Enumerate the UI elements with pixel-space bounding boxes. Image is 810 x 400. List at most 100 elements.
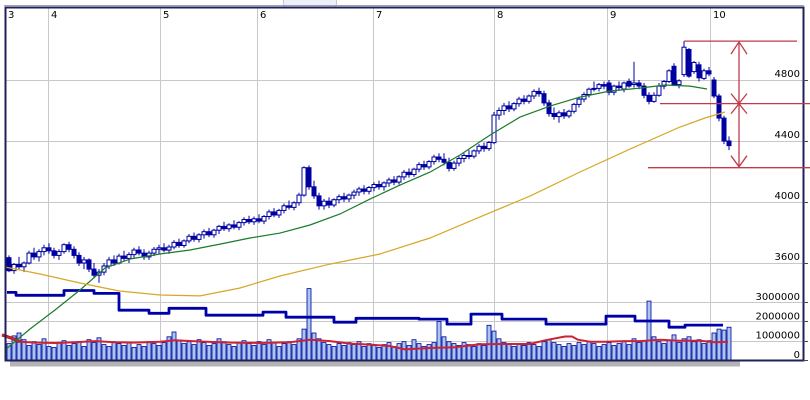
candle-down [306, 167, 312, 188]
candle-down [311, 186, 317, 197]
volume-bar [576, 342, 582, 361]
volume-bar [81, 346, 87, 361]
candle-up [681, 46, 687, 76]
candle-up [131, 249, 137, 256]
candle-up [281, 205, 287, 211]
volume-bar [156, 345, 162, 361]
volume-bar [516, 343, 522, 361]
candle-up [181, 240, 187, 246]
volume-bar [126, 342, 132, 361]
candle-up [691, 62, 697, 73]
candle-up [621, 82, 627, 90]
volume-bar [416, 343, 422, 361]
candle-down [326, 200, 332, 206]
candle-up [496, 110, 502, 116]
candle-down [31, 252, 37, 258]
volume-bar [696, 339, 702, 361]
volume-bar [161, 342, 167, 361]
volume-bar [286, 341, 292, 361]
volume-bar [376, 347, 382, 361]
volume-bar [306, 288, 312, 361]
price-label: 4800 [775, 69, 800, 80]
volume-bar [391, 346, 397, 361]
volume-bar [331, 346, 337, 361]
volume-bar [191, 344, 197, 361]
volume-bar [211, 343, 217, 361]
month-label: 8 [497, 10, 503, 21]
volume-bar [281, 343, 287, 361]
volume-bar [141, 346, 147, 361]
arrowhead-up-mid [730, 102, 748, 115]
volume-bar [261, 344, 267, 361]
candle-down [121, 255, 127, 259]
volume-bar [71, 343, 77, 361]
candle-down [6, 257, 12, 272]
candle-up [291, 202, 297, 208]
volume-bar [521, 345, 527, 361]
volume-bar [401, 341, 407, 361]
volume-bar [506, 344, 512, 361]
axis-labels: 3 4 5 6 7 8 9 10 4800 4400 4000 3600 3000000 2000000 1… [8, 10, 800, 361]
candle-up [661, 81, 667, 87]
volume-bar [341, 345, 347, 361]
volume-bar [301, 328, 307, 361]
candle-up [36, 251, 42, 258]
volume-bar [181, 343, 187, 361]
candle-up [156, 247, 162, 250]
volume-bar [681, 338, 687, 361]
candlesticks [6, 41, 732, 283]
candle-up [201, 231, 207, 236]
candle-up [61, 244, 67, 253]
candle-up [511, 103, 517, 110]
candle-up [81, 259, 87, 264]
candle-up [386, 179, 392, 184]
month-label: 3 [8, 10, 14, 21]
volume-bar [221, 341, 227, 361]
candle-up [171, 241, 177, 248]
candle-down [536, 90, 542, 95]
chart-frame [4, 6, 805, 362]
volume-bar [701, 343, 707, 361]
candle-up [476, 145, 482, 152]
volume-bar [481, 345, 487, 361]
volume-label: 3000000 [755, 292, 800, 303]
candle-down [641, 85, 647, 96]
candle-down [481, 145, 487, 150]
volume-bar [596, 346, 602, 361]
candle-up [411, 168, 417, 175]
volume-bar [601, 344, 607, 361]
candle-up [611, 85, 617, 93]
volume-bar [146, 341, 152, 361]
candle-up [461, 155, 467, 159]
volume-bar [271, 342, 277, 361]
volume-bar [291, 344, 297, 361]
volume-bar [536, 346, 542, 361]
volume-bar [406, 345, 412, 361]
candle-down [391, 179, 397, 183]
volume-bar [86, 339, 92, 361]
candle-up [251, 218, 257, 223]
volume-bar [666, 340, 672, 361]
volume-bar [111, 341, 117, 361]
candle-down [696, 64, 702, 79]
volume-bar [26, 345, 32, 361]
volume-bar [621, 341, 627, 361]
volume-bar [121, 345, 127, 361]
volume-bar [101, 344, 107, 361]
volume-bar [346, 342, 352, 361]
candle-up [336, 196, 342, 201]
candle-up [656, 85, 662, 96]
volume-bar [671, 334, 677, 361]
volume-bar [206, 345, 212, 361]
month-label: 6 [260, 10, 266, 21]
month-label: 4 [51, 10, 57, 21]
volume-bar [501, 342, 507, 361]
candle-down [721, 117, 727, 142]
volume-bar [511, 346, 517, 361]
candle-up [266, 211, 272, 217]
month-label: 7 [376, 10, 382, 21]
candle-up [491, 114, 497, 144]
volume-bar [646, 300, 652, 361]
candle-up [26, 252, 32, 264]
candle-down [551, 113, 557, 117]
